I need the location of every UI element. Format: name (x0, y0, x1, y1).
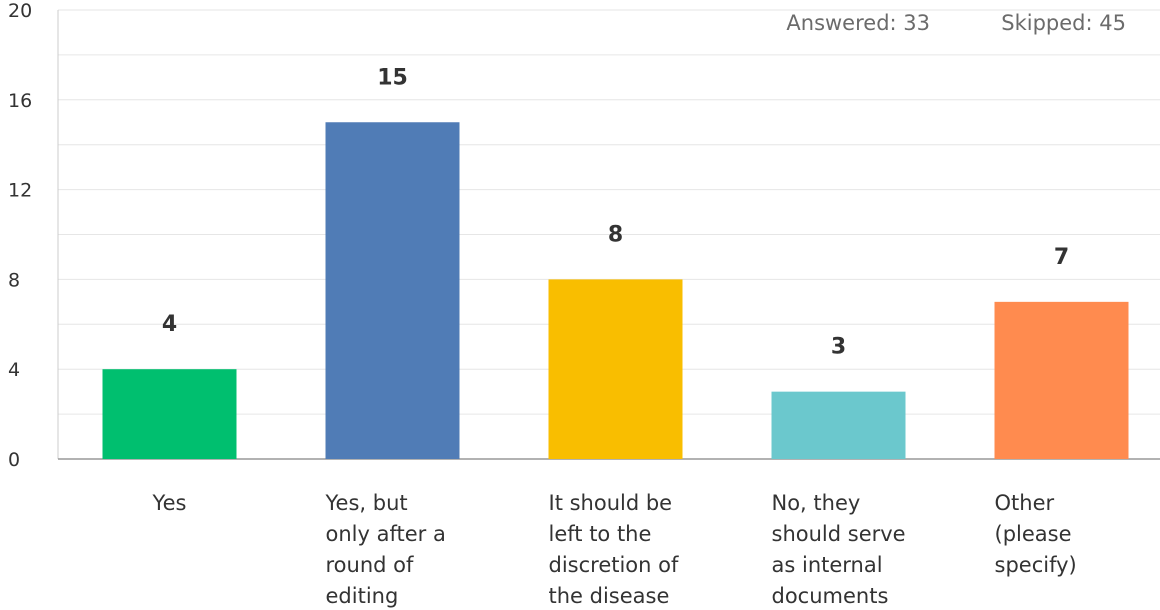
category-label-line: Yes (152, 491, 187, 515)
data-label: 15 (377, 65, 408, 90)
skipped-count: Skipped: 45 (1001, 11, 1126, 35)
bars (102, 122, 1129, 459)
bar (994, 301, 1129, 459)
category-label-line: documents (772, 584, 889, 608)
y-tick-label: 4 (8, 359, 20, 381)
bar (771, 391, 906, 459)
bar (325, 122, 460, 459)
category-label: No, they should serve as internal documents (772, 491, 906, 608)
category-label-line: the disease (549, 584, 670, 608)
y-axis-ticks: 0 4 8 12 16 20 (8, 0, 32, 471)
y-tick-label: 8 (8, 269, 20, 291)
category-label: Yes (152, 491, 187, 515)
grid-lines (58, 9, 1160, 415)
y-tick-label: 16 (8, 90, 32, 112)
category-label-line: left to the (549, 522, 652, 546)
category-label-line: only after a (326, 522, 446, 546)
data-label: 7 (1054, 245, 1069, 270)
bar (548, 279, 683, 459)
y-tick-label: 0 (8, 449, 20, 471)
category-label: Yes, but only after a round of editing (325, 491, 446, 608)
category-label-line: as internal (772, 553, 883, 577)
category-label-line: Yes, but (325, 491, 408, 515)
category-label-line: discretion of (549, 553, 679, 577)
data-label: 8 (608, 222, 623, 247)
category-label-line: specify) (995, 553, 1077, 577)
category-label-line: It should be (549, 491, 673, 515)
category-label-line: should serve (772, 522, 906, 546)
answered-count: Answered: 33 (786, 11, 930, 35)
data-label: 4 (162, 312, 177, 337)
category-label: Other (please specify) (995, 491, 1077, 577)
y-tick-label: 20 (8, 0, 32, 22)
category-labels: Yes Yes, but only after a round of editing It… (152, 491, 1077, 608)
category-label: It should be left to the discretion of the … (549, 491, 679, 608)
category-label-line: (please (995, 522, 1072, 546)
y-tick-label: 12 (8, 180, 32, 202)
category-label-line: No, they (772, 491, 861, 515)
data-labels: 4 15 8 3 7 (162, 65, 1069, 359)
bar (102, 369, 237, 459)
category-label-line: editing (326, 584, 399, 608)
category-label-line: Other (995, 491, 1055, 515)
category-label-line: round of (326, 553, 414, 577)
data-label: 3 (831, 335, 846, 360)
